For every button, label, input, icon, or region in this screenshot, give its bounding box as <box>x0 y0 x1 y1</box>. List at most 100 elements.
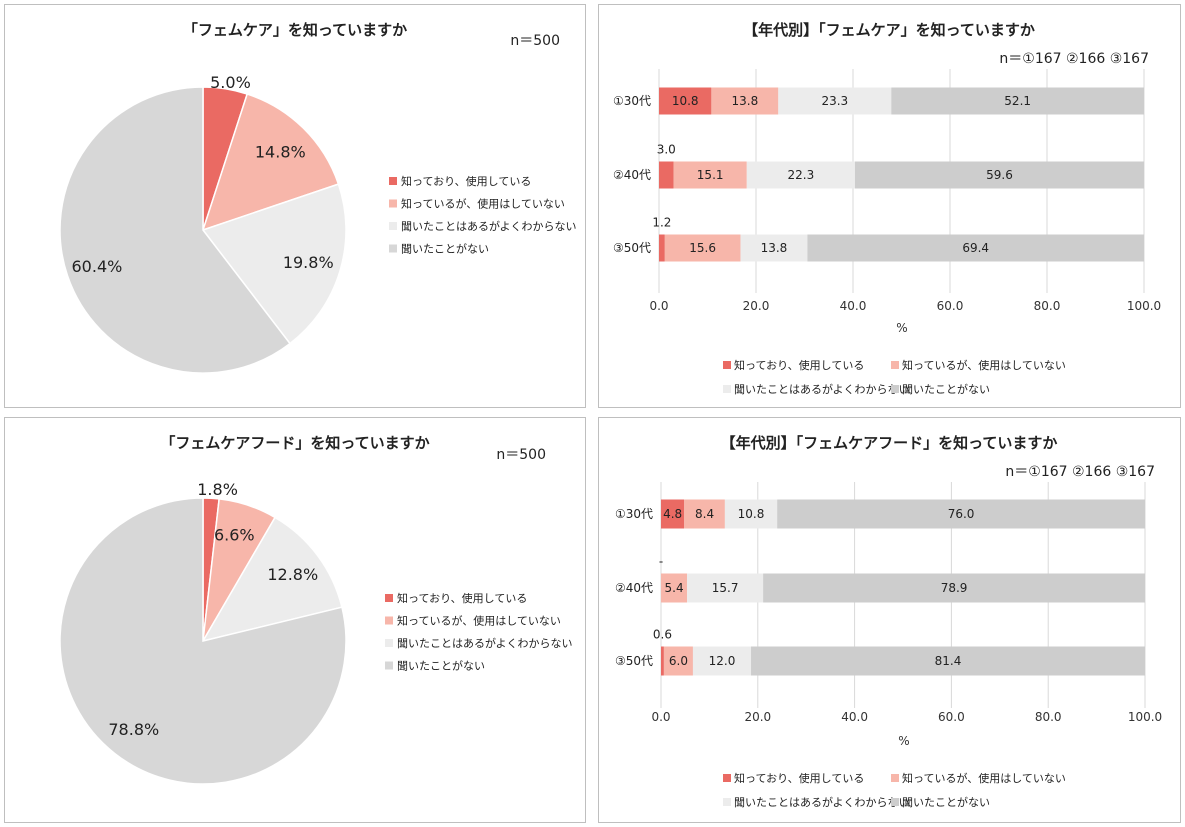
n-label: n＝500 <box>496 447 546 463</box>
bar-segment <box>740 234 808 262</box>
x-tick-label: 100.0 <box>1127 299 1161 313</box>
bar-data-label: 4.8 <box>663 507 682 521</box>
pie-panel-femcare-food: 「フェムケアフード」を知っていますか n＝500 1.8% 6.6% 12.8% 78… <box>4 417 586 823</box>
legend-swatch <box>723 385 731 393</box>
pie-data-label: 12.8% <box>267 565 318 584</box>
legend-swatch <box>389 199 397 208</box>
bar-data-label: 15.7 <box>712 581 739 595</box>
bar-segment <box>673 161 747 189</box>
x-axis-label: % <box>896 321 907 335</box>
legend-label: 聞いたことはあるがよくわからない <box>734 795 909 809</box>
pie-data-label: 78.8% <box>108 720 159 739</box>
bar-data-label: 22.3 <box>788 168 815 182</box>
x-tick-label: 100.0 <box>1128 710 1162 724</box>
bar-data-label: 52.1 <box>1004 94 1031 108</box>
pie-data-label: 6.6% <box>214 526 255 545</box>
bar-segment <box>684 499 725 529</box>
bar-plot: 0.0 20.0 40.0 60.0 80.0 100.0 ①30代 10.8 13.8 23.3… <box>613 69 1161 313</box>
category-label: ③50代 <box>615 654 653 668</box>
legend-swatch <box>723 361 731 369</box>
legend-swatch <box>389 222 397 230</box>
bar-data-label: 15.6 <box>689 241 716 255</box>
chart-title: 【年代別】「フェムケア」を知っていますか <box>743 21 1035 39</box>
bar-data-label: 59.6 <box>986 168 1013 182</box>
category-label: ②40代 <box>615 581 653 595</box>
legend-swatch <box>385 639 393 647</box>
bar-data-label: 23.3 <box>821 94 848 108</box>
bar-data-label: 0.6 <box>653 628 672 642</box>
bar-segment <box>664 234 741 262</box>
chart-title: 「フェムケア」を知っていますか <box>183 21 407 39</box>
bar-segment <box>692 646 752 676</box>
legend-swatch <box>723 798 731 806</box>
bar-data-label: 13.8 <box>761 241 788 255</box>
bar-data-label: 1.2 <box>652 216 671 230</box>
legend-swatch <box>891 774 899 782</box>
legend-label: 聞いたことはあるがよくわからない <box>397 636 572 650</box>
legend-label: 知っており、使用している <box>734 358 864 372</box>
x-tick-label: 40.0 <box>840 299 867 313</box>
legend-swatch <box>389 177 397 185</box>
n-label: n＝①167 ②166 ③167 <box>999 51 1149 67</box>
x-tick-label: 20.0 <box>744 710 771 724</box>
bar-segment <box>661 573 688 603</box>
bar-data-label: 5.4 <box>665 581 684 595</box>
bar-data-label: 10.8 <box>738 507 765 521</box>
pie-slice <box>59 497 347 785</box>
legend-swatch <box>385 594 393 602</box>
x-tick-label: 20.0 <box>743 299 770 313</box>
chart-title: 【年代別】「フェムケアフード」を知っていますか <box>721 434 1058 452</box>
pie-slice <box>201 516 343 643</box>
pie-slices: 5.0% 14.8% 19.8% 60.4% <box>59 73 347 374</box>
x-tick-label: 0.0 <box>649 299 668 313</box>
bar-chart-femcare-by-age: 【年代別】「フェムケア」を知っていますか n＝①167 ②166 ③167 0.… <box>613 21 1161 396</box>
bar-segment <box>659 87 712 115</box>
legend: 知っており、使用している知っているが、使用はしていない聞いたことはあるがよくわか… <box>385 591 572 673</box>
x-tick-label: 80.0 <box>1035 710 1062 724</box>
pie-data-label: 1.8% <box>197 480 238 499</box>
category-label: ①30代 <box>615 507 653 521</box>
pie-data-label: 60.4% <box>72 257 123 276</box>
n-label: n＝①167 ②166 ③167 <box>1005 464 1155 480</box>
bar-data-label: 69.4 <box>962 241 989 255</box>
bar-plot: 0.0 20.0 40.0 60.0 80.0 100.0 ①30代 4.8 8.4 10.8 76… <box>615 482 1162 724</box>
legend-label: 知っているが、使用はしていない <box>397 614 561 628</box>
bar-data-label: 10.8 <box>672 94 699 108</box>
legend-label: 聞いたことはあるがよくわからない <box>734 382 909 396</box>
bar-segment <box>891 87 1144 115</box>
legend-swatch <box>891 361 899 369</box>
bar-data-label: 3.0 <box>657 143 676 157</box>
chart-title: 「フェムケアフード」を知っていますか <box>160 434 429 452</box>
category-label: ③50代 <box>613 241 651 255</box>
pie-data-label: 5.0% <box>210 73 251 92</box>
bar-panel-femcare-food-by-age: 【年代別】「フェムケアフード」を知っていますか n＝①167 ②166 ③167… <box>598 417 1181 823</box>
bar-segment <box>687 573 764 603</box>
legend-label: 知っており、使用している <box>734 771 864 785</box>
x-tick-label: 60.0 <box>937 299 964 313</box>
pie-chart-femcare: 「フェムケア」を知っていますか n＝500 5.0% 14.8% 19.8% 60.4… <box>59 21 576 374</box>
legend-swatch <box>385 616 393 625</box>
legend-swatch <box>891 798 899 806</box>
x-tick-label: 60.0 <box>938 710 965 724</box>
pie-panel-femcare: 「フェムケア」を知っていますか n＝500 5.0% 14.8% 19.8% 60.4… <box>4 4 586 408</box>
legend-label: 知っているが、使用はしていない <box>902 771 1066 785</box>
x-tick-label: 0.0 <box>651 710 670 724</box>
legend-swatch <box>891 385 899 393</box>
n-label: n＝500 <box>510 33 560 49</box>
bar-segment <box>661 646 664 676</box>
legend-label: 聞いたことはあるがよくわからない <box>401 219 576 233</box>
x-tick-label: 40.0 <box>841 710 868 724</box>
legend-label: 聞いたことがない <box>902 795 990 809</box>
legend-swatch <box>385 661 393 670</box>
bar-data-label: 78.9 <box>941 581 968 595</box>
pie-slices: 1.8% 6.6% 12.8% 78.8% <box>59 480 347 785</box>
pie-data-label: 14.8% <box>255 143 306 162</box>
x-axis-label: % <box>898 734 909 748</box>
bar-panel-femcare-by-age: 【年代別】「フェムケア」を知っていますか n＝①167 ②166 ③167 0.… <box>598 4 1181 408</box>
bar-segment <box>807 234 1144 262</box>
legend-label: 聞いたことがない <box>397 659 485 673</box>
bar-segment <box>777 499 1145 529</box>
pie-slice <box>201 93 340 232</box>
legend-swatch <box>723 774 731 782</box>
legend-label: 聞いたことがない <box>902 382 990 396</box>
